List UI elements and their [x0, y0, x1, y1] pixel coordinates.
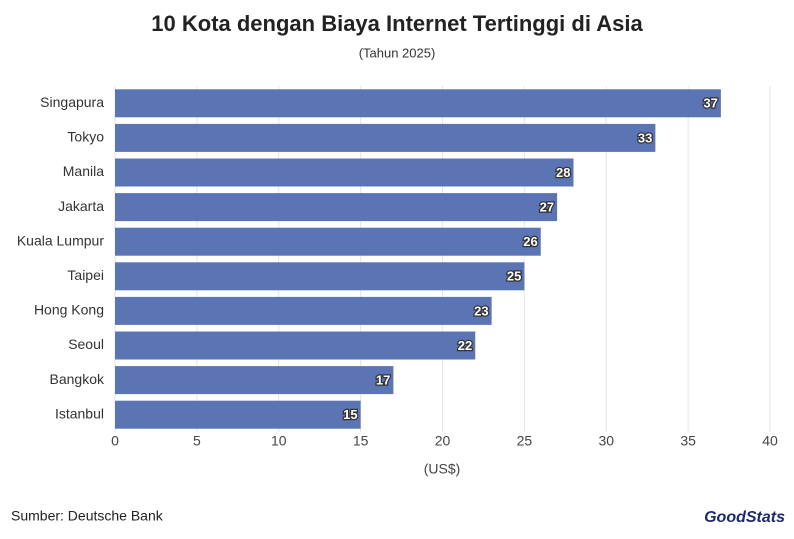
y-tick-label: Tokyo — [67, 129, 104, 145]
bar — [115, 366, 394, 395]
x-tick-label: 30 — [598, 433, 614, 449]
source: Sumber: Deutsche Bank — [11, 508, 164, 524]
y-tick-label: Kuala Lumpur — [17, 232, 105, 248]
bar — [115, 158, 574, 187]
chart-subtitle: (Tahun 2025) — [359, 45, 436, 60]
x-tick-label: 5 — [193, 433, 201, 449]
data-label: 33 — [638, 130, 652, 145]
x-tick-label: 0 — [111, 433, 119, 449]
bar — [115, 331, 476, 360]
data-label: 28 — [556, 165, 570, 180]
y-tick-label: Manila — [63, 163, 104, 179]
bar — [115, 262, 525, 291]
y-tick-label: Istanbul — [55, 405, 104, 421]
bar — [115, 296, 492, 325]
data-label: 15 — [343, 407, 357, 422]
x-tick-label: 10 — [271, 433, 287, 449]
data-label: 37 — [703, 96, 717, 111]
y-tick-label: Jakarta — [58, 198, 104, 214]
data-label: 22 — [458, 338, 472, 353]
y-tick-label: Singapura — [40, 94, 104, 110]
bar — [115, 89, 721, 118]
bar — [115, 400, 361, 429]
bar — [115, 123, 656, 152]
chart-title: 10 Kota dengan Biaya Internet Tertinggi … — [151, 11, 643, 36]
y-tick-label: Hong Kong — [34, 302, 104, 318]
data-label: 25 — [507, 269, 521, 284]
logo: GoodStats — [704, 509, 785, 526]
bar — [115, 193, 558, 222]
data-label: 23 — [474, 303, 488, 318]
y-tick-label: Seoul — [68, 336, 104, 352]
x-tick-label: 35 — [680, 433, 696, 449]
x-tick-label: 15 — [353, 433, 369, 449]
x-tick-label: 20 — [435, 433, 451, 449]
x-tick-label: 25 — [517, 433, 533, 449]
x-tick-label: 40 — [762, 433, 778, 449]
y-tick-label: Taipei — [67, 267, 104, 283]
bar — [115, 227, 541, 256]
y-tick-label: Bangkok — [50, 371, 105, 387]
x-axis-label: (US$) — [424, 461, 461, 477]
data-label: 27 — [540, 200, 554, 215]
data-label: 17 — [376, 373, 390, 388]
data-label: 26 — [523, 234, 537, 249]
